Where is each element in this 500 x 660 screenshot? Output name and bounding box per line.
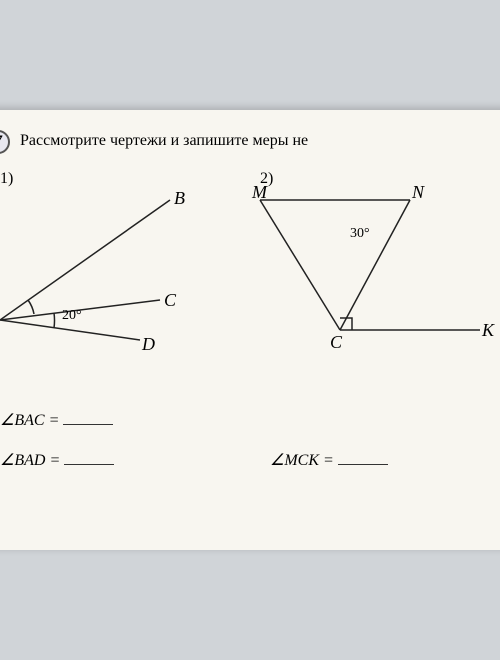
point-K: K xyxy=(482,320,494,341)
page-surface: 317 Рассмотрите чертежи и запишите меры … xyxy=(0,110,500,550)
sub1-label: 1) xyxy=(0,170,13,188)
angle-30: 30° xyxy=(350,226,370,242)
problem-number: 317 xyxy=(0,130,10,154)
point-M: M xyxy=(252,182,267,203)
segment-CN xyxy=(340,200,410,330)
angle-20: 20° xyxy=(62,308,82,324)
answer-bac: ∠BAC = xyxy=(0,410,113,430)
point-N: N xyxy=(412,182,424,203)
answer-bad: ∠BAD = xyxy=(0,450,114,470)
blank-bad xyxy=(64,450,114,465)
blank-mck xyxy=(338,450,388,465)
diagram-2-svg xyxy=(250,190,500,370)
arc-CAD xyxy=(54,313,55,328)
answer-mck-label: ∠MCK = xyxy=(270,452,334,469)
point-B: B xyxy=(174,188,185,209)
problem-text: Рассмотрите чертежи и запишите меры не xyxy=(20,132,308,150)
arc-BAC xyxy=(28,300,34,314)
answer-bad-label: ∠BAD = xyxy=(0,452,60,469)
diagram-2: M N C K 30° xyxy=(250,190,500,370)
diagram-1-svg xyxy=(0,190,190,370)
point-D: D xyxy=(142,334,155,355)
point-C: C xyxy=(164,290,176,311)
diagram-1: A B C D 20° xyxy=(0,190,190,370)
segment-MC xyxy=(260,200,340,330)
blank-bac xyxy=(63,410,113,425)
answer-bac-label: ∠BAC = xyxy=(0,412,59,429)
page-content: 317 Рассмотрите чертежи и запишите меры … xyxy=(0,110,500,550)
answer-mck: ∠MCK = xyxy=(270,450,388,470)
point-C2: C xyxy=(330,332,342,353)
